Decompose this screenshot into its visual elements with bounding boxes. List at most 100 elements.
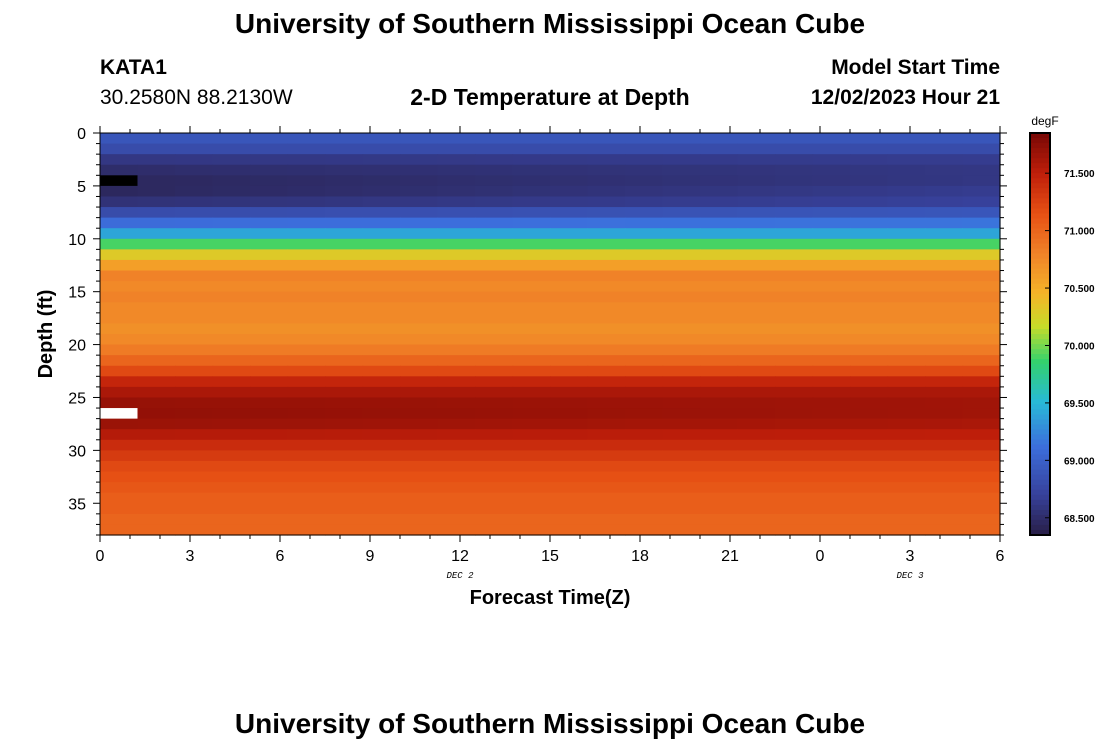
heatmap-cell <box>662 291 701 303</box>
heatmap-cell <box>475 429 514 441</box>
x-tick-label: 3 <box>186 548 195 565</box>
heatmap-cell <box>475 439 514 451</box>
heatmap-cell <box>625 154 664 166</box>
heatmap-cell <box>325 334 364 346</box>
heatmap-cell <box>812 323 851 335</box>
heatmap-cell <box>850 334 889 346</box>
heatmap-cell <box>212 355 251 367</box>
heatmap-cell <box>812 344 851 356</box>
heatmap-cell <box>962 365 1001 377</box>
heatmap-cell <box>925 312 964 325</box>
heatmap-cell <box>250 175 289 187</box>
colorbar-segment <box>1030 344 1050 350</box>
heatmap-cell <box>550 291 589 303</box>
colorbar-segment <box>1030 369 1050 375</box>
colorbar-segment <box>1030 454 1050 461</box>
heatmap-cell <box>475 386 514 399</box>
heatmap-cell <box>475 460 514 473</box>
colorbar-segment <box>1030 339 1050 345</box>
heatmap-cell <box>962 460 1001 473</box>
heatmap-cell <box>250 323 289 335</box>
heatmap-cell <box>962 524 1001 536</box>
heatmap-cell <box>737 270 776 282</box>
heatmap-cell <box>587 365 626 377</box>
heatmap-cell <box>587 259 626 272</box>
heatmap-cell <box>512 238 551 250</box>
heatmap-cell <box>850 249 889 261</box>
heatmap-cell <box>512 154 551 166</box>
heatmap-cell <box>250 355 289 367</box>
heatmap-cell <box>550 249 589 261</box>
colorbar-segment <box>1030 469 1050 476</box>
heatmap-cell <box>625 376 664 388</box>
heatmap-cell <box>250 450 289 462</box>
x-tick-label: 21 <box>721 548 739 565</box>
heatmap-cell <box>812 228 851 240</box>
heatmap-cell <box>775 185 814 198</box>
heatmap-cell <box>512 164 551 176</box>
heatmap-cell <box>925 471 964 483</box>
heatmap-cell <box>400 513 439 526</box>
heatmap-cell <box>175 365 214 377</box>
heatmap-cell <box>362 386 401 399</box>
heatmap-cell <box>775 259 814 272</box>
heatmap-cell <box>887 238 926 250</box>
heatmap-cell <box>475 471 514 483</box>
y-tick-labels: 0 5 10 15 20 25 30 35 <box>68 126 86 513</box>
heatmap-cell <box>512 323 551 335</box>
heatmap-cell <box>175 164 214 176</box>
heatmap-cell <box>400 281 439 293</box>
heatmap-cell <box>137 228 176 240</box>
heatmap-cell <box>325 429 364 441</box>
heatmap-cell <box>887 259 926 272</box>
heatmap-cell <box>850 450 889 462</box>
heatmap-cell <box>775 397 814 409</box>
heatmap-cell <box>250 228 289 240</box>
heatmap-cell <box>587 344 626 356</box>
heatmap-cell <box>550 418 589 430</box>
heatmap-cell <box>475 207 514 219</box>
heatmap-cell <box>325 418 364 430</box>
heatmap-cell <box>550 196 589 208</box>
colorbar-segment <box>1030 424 1050 430</box>
heatmap-cell <box>400 133 439 145</box>
y-axis-label: Depth (ft) <box>35 290 57 379</box>
heatmap-cell <box>812 312 851 325</box>
heatmap-cell <box>700 482 739 494</box>
colorbar-segment <box>1030 364 1050 370</box>
heatmap-cell <box>625 397 664 409</box>
heatmap-cell <box>475 143 514 155</box>
heatmap-cell <box>400 376 439 388</box>
heatmap-cell <box>925 185 964 198</box>
heatmap-cell <box>812 217 851 229</box>
heatmap-cell <box>512 302 551 314</box>
heatmap-cell <box>737 164 776 176</box>
heatmap-cell <box>662 376 701 388</box>
heatmap-cell <box>175 334 214 346</box>
station-id: KATA1 <box>100 56 167 79</box>
heatmap-cell <box>100 397 139 409</box>
colorbar-segment <box>1030 484 1050 491</box>
model-start-label: Model Start Time <box>831 56 1000 79</box>
heatmap-cell <box>100 302 139 314</box>
heatmap-cell <box>850 196 889 208</box>
heatmap-cell <box>887 196 926 208</box>
heatmap-cell <box>212 228 251 240</box>
heatmap-cell <box>775 249 814 261</box>
heatmap-cell <box>512 418 551 430</box>
heatmap-cell <box>550 365 589 377</box>
heatmap-cell <box>662 344 701 356</box>
heatmap-cell <box>287 312 326 325</box>
x-day-label: DEC 3 <box>896 571 924 581</box>
colorbar-segment <box>1030 374 1050 380</box>
heatmap-cell <box>625 408 664 420</box>
heatmap-cell <box>287 217 326 229</box>
heatmap-markers <box>100 175 138 419</box>
colorbar-segment <box>1030 243 1050 250</box>
colorbar-segment <box>1030 238 1050 245</box>
heatmap-cell <box>250 185 289 198</box>
heatmap-cell <box>812 143 851 155</box>
heatmap-cell <box>250 164 289 176</box>
heatmap-cell <box>662 175 701 187</box>
heatmap-cell <box>700 450 739 462</box>
